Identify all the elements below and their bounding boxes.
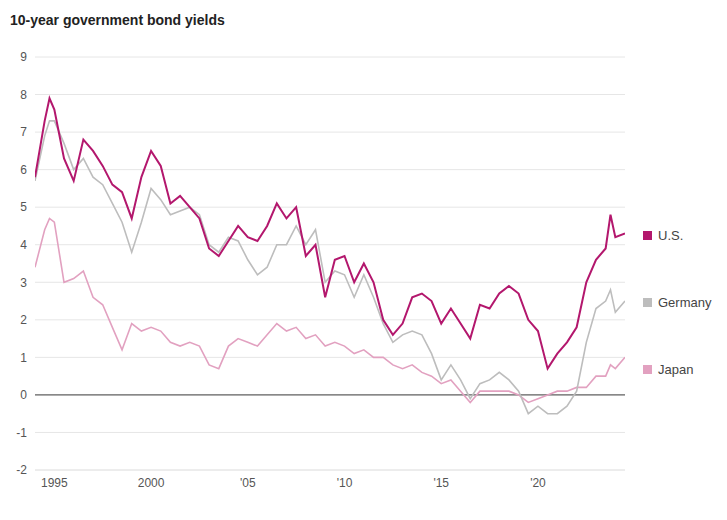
svg-text:4: 4 (20, 238, 27, 252)
svg-text:'10: '10 (337, 476, 353, 490)
html-text:Germany: Germany (658, 295, 712, 310)
svg-text:8: 8 (20, 88, 27, 102)
svg-text:2000: 2000 (138, 476, 165, 490)
html-text:10-year government bond yields: 10-year government bond yields (10, 12, 225, 28)
svg-text:9: 9 (20, 50, 27, 64)
html-text:U.S.: U.S. (658, 228, 684, 243)
svg-text:1995: 1995 (41, 476, 68, 490)
svg-text:-1: -1 (16, 426, 27, 440)
svg-text:'20: '20 (530, 476, 546, 490)
html-text:Japan: Japan (658, 362, 694, 377)
svg-text:3: 3 (20, 276, 27, 290)
svg-text:7: 7 (20, 125, 27, 139)
svg-text:5: 5 (20, 200, 27, 214)
svg-text:-2: -2 (16, 463, 27, 477)
svg-text:2: 2 (20, 313, 27, 327)
svg-text:'05: '05 (240, 476, 256, 490)
svg-text:'15: '15 (433, 476, 449, 490)
svg-text:1: 1 (20, 351, 27, 365)
svg-text:6: 6 (20, 163, 27, 177)
svg-text:0: 0 (20, 388, 27, 402)
